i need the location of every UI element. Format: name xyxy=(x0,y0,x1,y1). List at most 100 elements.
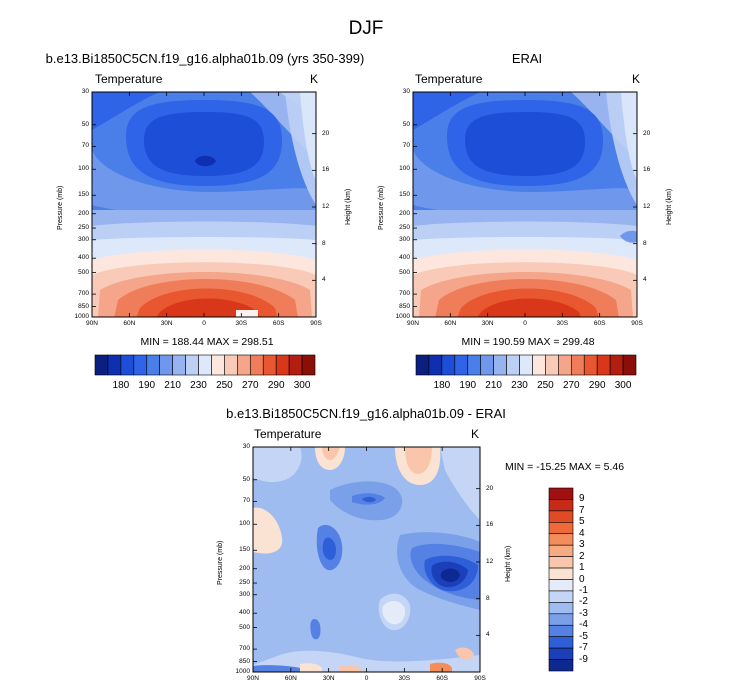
diff-colorbar-box xyxy=(548,499,574,512)
model-colorbar-label: 300 xyxy=(293,380,311,391)
panel-erai-minmax: MIN = 190.59 MAX = 299.48 xyxy=(461,336,595,348)
erai-temperature-field xyxy=(413,92,637,317)
erai-colorbar-box xyxy=(583,354,598,376)
panel-diff-unit-label: K xyxy=(471,427,480,441)
panel-model-var-label: Temperature xyxy=(95,72,163,86)
erai-colorbar-box xyxy=(622,354,637,376)
model-pressure-tick-label: 30 xyxy=(81,88,89,95)
erai-pressure-tick-label: 50 xyxy=(402,120,410,128)
model-colorbar-label: 210 xyxy=(164,380,181,391)
diff-colorbar-box xyxy=(548,590,574,603)
diff-pressure-tick-label: 250 xyxy=(239,579,250,587)
model-colorbar-box xyxy=(107,354,122,376)
model-colorbar-label: 290 xyxy=(267,380,285,391)
model-colorbar-box xyxy=(172,354,186,376)
diff-colorbar-label: -7 xyxy=(579,642,588,654)
diff-height-tick-label: 8 xyxy=(486,594,490,602)
erai-colorbar-box xyxy=(454,354,469,376)
diff-lat-tick-label: 30N xyxy=(322,675,335,682)
erai-height-tick-label: 12 xyxy=(643,203,651,210)
panel-model-header: b.e13.Bi1850C5CN.f19_g16.alpha01b.09 (yr… xyxy=(45,51,365,66)
model-colorbar-box xyxy=(249,354,264,376)
erai-lat-tick-label: 60S xyxy=(593,320,606,327)
diff-colorbar-box xyxy=(548,613,574,626)
diff-lat-tick-label: 30S xyxy=(398,675,411,682)
erai-colorbar-box xyxy=(570,354,585,376)
diff-colorbar-label: 3 xyxy=(579,539,585,551)
diff-colorbar-box xyxy=(548,556,574,569)
diff-pressure-tick-label: 850 xyxy=(239,657,250,665)
erai-pressure-tick-label: 30 xyxy=(402,88,410,95)
erai-lat-tick-label: 90N xyxy=(407,320,419,327)
panel-erai-unit-label: K xyxy=(632,72,641,86)
erai-lat-tick-label: 60N xyxy=(444,320,457,327)
erai-colorbar-label: 180 xyxy=(433,380,451,391)
model-colorbar-box xyxy=(301,354,316,376)
diff-colorbar-box xyxy=(548,602,574,615)
model-pressure-tick-label: 150 xyxy=(78,191,89,199)
model-lat-tick-label: 0 xyxy=(202,320,206,327)
model-colorbar-box xyxy=(211,354,225,376)
erai-colorbar-box xyxy=(596,354,611,376)
model-pressure-tick-label: 850 xyxy=(78,302,89,310)
panel-diff-minmax: MIN = -15.25 MAX = 5.46 xyxy=(505,461,625,473)
model-colorbar-box xyxy=(262,354,277,376)
diff-temperature-field xyxy=(253,447,480,672)
model-colorbar-box xyxy=(237,354,251,376)
diff-colorbar-label: 4 xyxy=(579,527,585,539)
diff-pressure-tick-label: 200 xyxy=(239,564,250,572)
diff-colorbar-box xyxy=(548,510,574,523)
panel-diff-header: b.e13.Bi1850C5CN.f19_g16.alpha01b.09 - E… xyxy=(226,406,506,421)
diff-colorbar-box xyxy=(548,579,574,592)
erai-height-tick-label: 8 xyxy=(643,239,647,247)
diff-pressure-tick-label: 100 xyxy=(239,520,250,528)
diff-colorbar-label: -5 xyxy=(579,630,588,642)
diff-height-tick-label: 20 xyxy=(486,484,494,492)
model-lat-tick-label: 30S xyxy=(235,320,248,327)
erai-pressure-tick-label: 850 xyxy=(399,302,410,310)
model-colorbar-label: 270 xyxy=(241,380,259,391)
erai-colorbar-label: 290 xyxy=(588,380,606,391)
diff-colorbar-box xyxy=(548,624,574,637)
erai-lat-tick-label: 30S xyxy=(556,320,569,327)
diff-colorbar-label: -1 xyxy=(579,584,588,596)
model-height-tick-label: 16 xyxy=(322,166,330,174)
diff-pressure-tick-label: 30 xyxy=(242,443,250,450)
erai-pressure-tick-label: 150 xyxy=(399,191,410,199)
model-height-tick-label: 20 xyxy=(322,129,330,137)
erai-pressure-tick-label: 700 xyxy=(399,290,410,298)
panel-erai-var-label: Temperature xyxy=(415,72,483,86)
model-height-tick-label: 4 xyxy=(322,276,326,284)
erai-colorbar-box xyxy=(467,354,482,376)
page-title: DJF xyxy=(348,18,384,39)
diff-pressure-tick-label: 1000 xyxy=(235,668,250,675)
erai-colorbar-box xyxy=(545,354,559,376)
colorbars xyxy=(94,354,637,672)
model-pressure-tick-label: 500 xyxy=(78,268,89,276)
diff-height-tick-label: 12 xyxy=(486,558,494,565)
diff-colorbar-label: 5 xyxy=(579,516,585,528)
diff-pressure-tick-label: 300 xyxy=(239,590,250,598)
diff-colorbar-label: -4 xyxy=(579,619,588,631)
model-pressure-tick-label: 700 xyxy=(78,290,89,298)
diff-lat-tick-label: 90S xyxy=(474,675,486,682)
erai-colorbar-box xyxy=(480,354,494,376)
model-lat-tick-label: 60N xyxy=(123,320,136,327)
model-pressure-tick-label: 400 xyxy=(78,254,89,262)
diff-colorbar-box xyxy=(548,533,574,546)
diff-colorbar-label: 0 xyxy=(579,573,585,585)
diff-colorbar-label: -3 xyxy=(579,607,588,619)
erai-height-tick-label: 16 xyxy=(643,166,651,174)
diff-colorbar-box xyxy=(548,636,574,649)
erai-colorbar-box xyxy=(609,354,624,376)
erai-lat-tick-label: 0 xyxy=(523,320,527,327)
model-lat-tick-label: 30N xyxy=(160,320,173,327)
erai-lat-tick-label: 90S xyxy=(631,320,643,327)
erai-pressure-tick-label: 1000 xyxy=(395,313,410,320)
erai-pressure-tick-label: 300 xyxy=(399,235,410,243)
diff-colorbar-label: 9 xyxy=(579,493,585,505)
model-lat-tick-label: 90N xyxy=(86,320,98,327)
model-colorbar-box xyxy=(146,354,161,376)
model-pressure-tick-label: 300 xyxy=(78,235,89,243)
